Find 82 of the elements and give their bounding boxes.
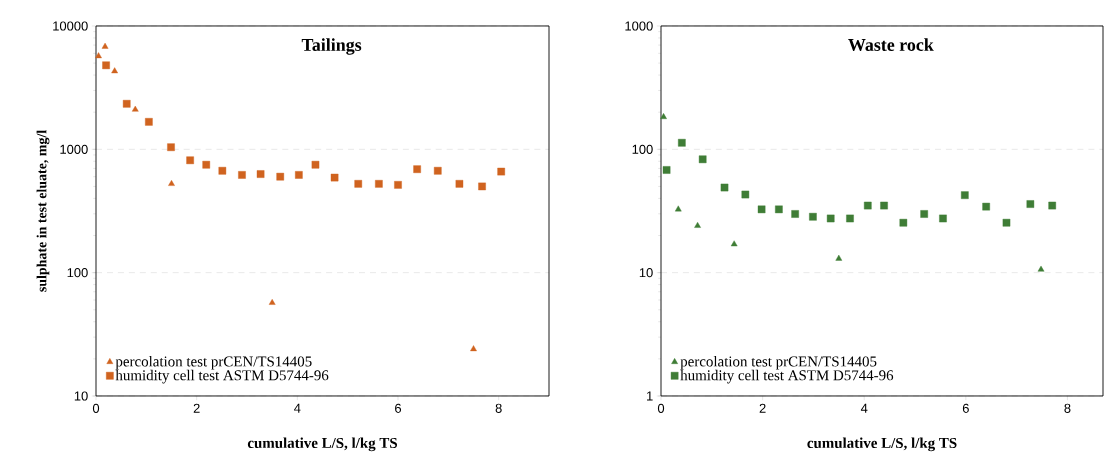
point: [662, 166, 671, 174]
y-tick-label: 1000: [60, 144, 88, 154]
point: [720, 183, 729, 192]
point: [1026, 200, 1035, 208]
point: [899, 218, 908, 227]
point: [354, 180, 363, 188]
legend-label: percolation test prCEN/TS14405: [115, 355, 312, 370]
point: [1037, 265, 1045, 272]
point: [122, 99, 131, 108]
point: [238, 171, 246, 179]
point: [394, 181, 402, 189]
point: [218, 166, 227, 175]
legend-label: humidity cell test ASTM D5744-96: [115, 369, 329, 384]
legend-label: percolation test prCEN/TS14405: [680, 356, 877, 370]
point: [455, 180, 464, 188]
point: [470, 345, 477, 352]
point: [101, 42, 109, 49]
y-tick-label: 10: [639, 268, 653, 278]
x-tick-label: 0: [657, 403, 665, 413]
point: [186, 156, 194, 165]
point: [202, 160, 211, 169]
point: [295, 171, 303, 179]
y-axis-title: sulphate in test eluate, mg/l: [36, 130, 50, 292]
point: [741, 190, 750, 199]
point: [95, 52, 102, 59]
point: [775, 205, 783, 214]
y-tick-label: 10000: [53, 21, 88, 31]
legend-label: humidity cell test ASTM D5744-96: [680, 369, 894, 384]
x-axis-title: cumulative L/S, l/kg TS: [807, 437, 957, 452]
x-tick-label: 6: [962, 403, 969, 413]
point: [311, 160, 320, 169]
point: [864, 201, 872, 210]
point: [256, 170, 265, 178]
point: [920, 210, 928, 218]
point: [846, 214, 854, 223]
point: [809, 212, 817, 221]
point: [698, 155, 707, 164]
point: [982, 202, 990, 211]
x-tick-label: 8: [495, 403, 502, 413]
point: [268, 298, 276, 305]
point: [835, 254, 843, 261]
point: [757, 205, 766, 214]
point: [330, 173, 339, 182]
point: [674, 205, 682, 212]
y-tick-label: 100: [67, 268, 88, 278]
point: [660, 113, 667, 119]
y-tick-label: 100: [632, 144, 653, 154]
y-tick-label: 1: [647, 391, 653, 401]
point: [413, 165, 421, 173]
x-tick-label: 4: [860, 403, 868, 413]
x-axis-title: cumulative L/S, l/kg TS: [247, 437, 398, 452]
x-tick-label: 8: [1064, 403, 1071, 413]
point: [375, 180, 383, 188]
point: [939, 214, 947, 223]
point: [111, 67, 118, 74]
point: [1048, 201, 1056, 210]
point: [497, 167, 505, 176]
point: [730, 240, 738, 247]
point: [678, 138, 686, 147]
point: [694, 221, 701, 228]
point: [826, 214, 835, 223]
point: [478, 182, 486, 191]
x-tick-label: 6: [395, 403, 402, 413]
point: [168, 180, 175, 186]
text: Tailings: [301, 38, 362, 55]
y-tick-label: 10: [74, 391, 88, 401]
point: [791, 210, 799, 218]
text: Waste rock: [848, 38, 934, 52]
point: [1002, 218, 1011, 227]
point: [961, 191, 969, 199]
point: [102, 61, 110, 70]
point: [880, 201, 888, 210]
point: [131, 105, 139, 112]
x-tick-label: 2: [193, 403, 200, 413]
point: [167, 143, 175, 151]
point: [145, 118, 153, 126]
x-tick-label: 2: [759, 403, 766, 413]
point: [276, 172, 285, 181]
y-tick-label: 1000: [625, 21, 653, 31]
point: [433, 166, 442, 175]
x-tick-label: 4: [294, 403, 301, 413]
x-tick-label: 0: [92, 403, 100, 413]
